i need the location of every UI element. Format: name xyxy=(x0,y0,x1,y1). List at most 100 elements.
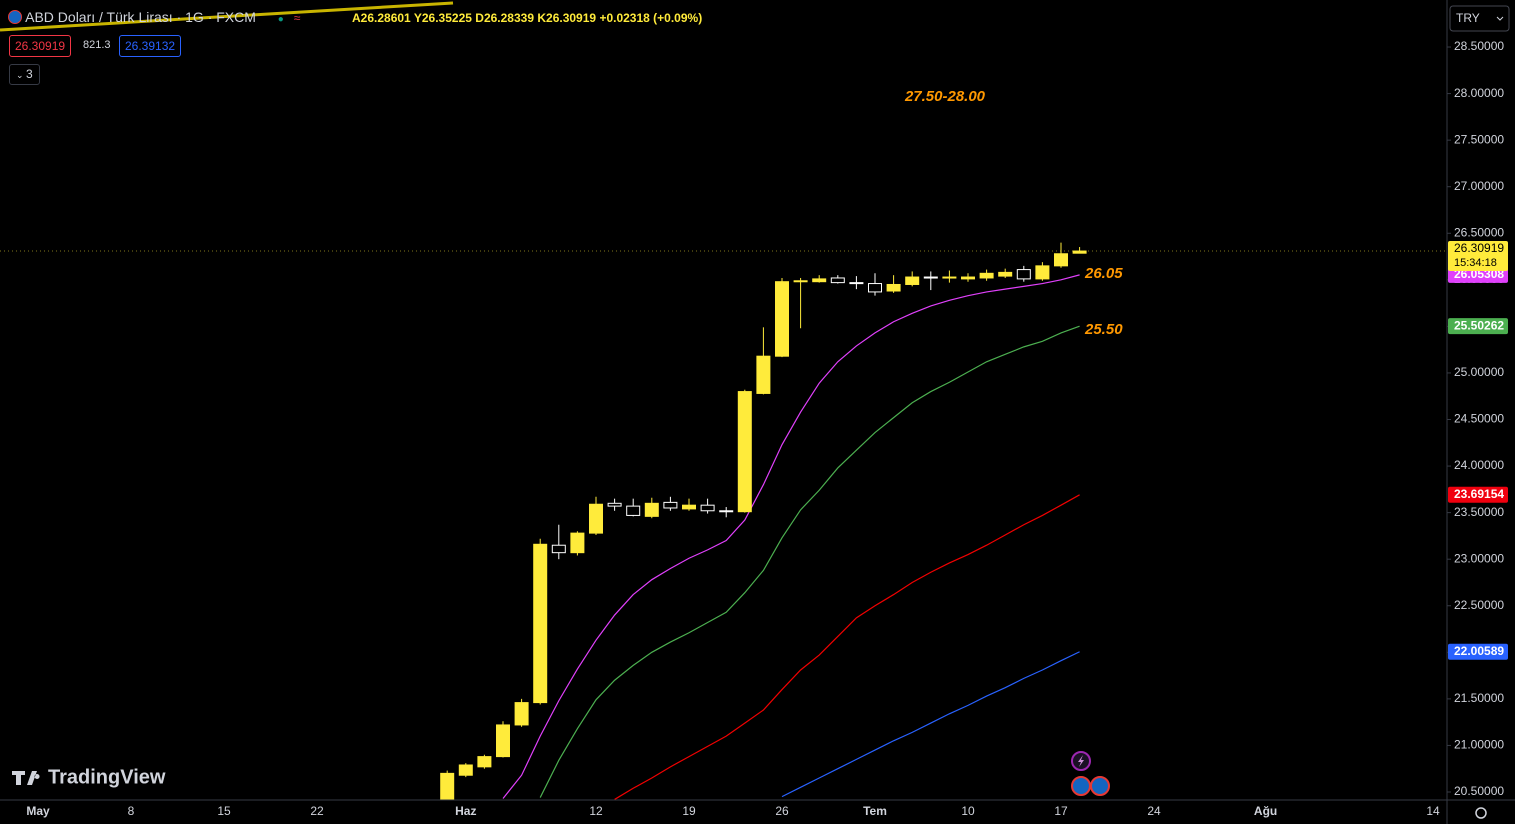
candle-body xyxy=(998,271,1013,277)
candle-body xyxy=(700,504,715,512)
price-tag-label: 26.30919 xyxy=(1454,241,1504,255)
data-status[interactable]: ≈ xyxy=(293,11,301,25)
price-tag xyxy=(1448,643,1508,660)
sell-button[interactable]: 26.30919 xyxy=(9,35,72,57)
y-tick-label: 21.50000 xyxy=(1454,691,1504,705)
symbol-icon xyxy=(8,10,22,24)
candle-body xyxy=(1016,269,1031,280)
candle-body xyxy=(961,276,975,280)
candle-body xyxy=(793,280,808,283)
y-tick-label: 24.00000 xyxy=(1454,458,1504,472)
x-tick-label: 19 xyxy=(682,804,696,818)
ohlc-value: 26.28339 xyxy=(483,11,535,25)
annotation: 27.50-28.00 xyxy=(904,88,986,105)
candle-body xyxy=(477,756,492,768)
symbol-title[interactable]: ABD Doları / Türk Lirası · 1G · FXCM xyxy=(25,9,256,25)
y-tick-label: 20.50000 xyxy=(1454,784,1504,798)
candle-body xyxy=(607,502,622,507)
price-tag xyxy=(1448,486,1508,503)
ohlc-prefix: K xyxy=(537,11,547,25)
market-status[interactable]: ● xyxy=(277,14,284,25)
y-tick-label: 27.50000 xyxy=(1454,132,1504,146)
candle-body xyxy=(923,276,938,279)
candle-body xyxy=(570,532,585,554)
flag-icon[interactable] xyxy=(1090,776,1110,796)
x-tick-label: 14 xyxy=(1426,804,1440,818)
flag-icon[interactable] xyxy=(1071,776,1091,796)
candle-body xyxy=(719,510,734,513)
lightning-icon xyxy=(1078,755,1084,767)
ohlc-value: 26.35225 xyxy=(421,11,472,25)
price-tag-label: 22.00589 xyxy=(1454,644,1504,658)
ohlc-legend: A26.28601 Y26.35225 D26.28339 K26.30919 … xyxy=(352,11,702,25)
indicator-count: 3 xyxy=(26,67,33,81)
annotation: 26.05 xyxy=(1084,265,1123,282)
ohlc-prefix: Y xyxy=(413,11,422,25)
symbol-header: ABD Doları / Türk Lirası · 1G · FXCM ● ≈ xyxy=(8,9,300,25)
spread: 821.3 xyxy=(83,39,111,51)
x-tick-label: 10 xyxy=(961,804,975,818)
x-tick-label: 15 xyxy=(217,804,231,818)
indicator-line xyxy=(539,325,1080,798)
change: +0.02318 xyxy=(599,11,650,25)
x-tick-label: Tem xyxy=(863,804,887,818)
x-tick-label: 17 xyxy=(1054,804,1068,818)
indicators-toggle[interactable]: ⌄ 3 xyxy=(9,64,40,85)
candle-body xyxy=(440,772,455,800)
logo-text: TradingView xyxy=(48,766,166,788)
indicator-line xyxy=(781,651,1080,798)
candle-body xyxy=(849,282,864,285)
x-tick-label: May xyxy=(26,804,50,818)
chevron: ⌄ xyxy=(16,70,27,80)
x-tick-label: 12 xyxy=(589,804,603,818)
y-tick-label: 25.00000 xyxy=(1454,365,1504,379)
buy-button[interactable]: 26.39132 xyxy=(119,35,182,57)
ohlc-value: 26.28601 xyxy=(360,11,411,25)
price-tag-label: 25.50262 xyxy=(1454,318,1504,332)
candle-body xyxy=(737,391,752,513)
y-tick-label: 26.50000 xyxy=(1454,225,1504,239)
candle-body xyxy=(1035,265,1050,280)
candle-body xyxy=(775,281,789,357)
candle-body xyxy=(1054,253,1068,267)
price-tag xyxy=(1448,318,1508,335)
y-tick-label: 27.00000 xyxy=(1454,179,1504,193)
y-tick-label: 28.50000 xyxy=(1454,39,1504,53)
x-tick-label: 22 xyxy=(310,804,324,818)
candle-body xyxy=(663,501,678,509)
x-tick-label: 26 xyxy=(775,804,789,818)
candle-body xyxy=(756,355,771,394)
candle-body xyxy=(942,276,957,279)
annotation: 25.50 xyxy=(1084,321,1123,338)
candle-body xyxy=(533,543,548,704)
price-tag-label: 23.69154 xyxy=(1454,487,1504,501)
tradingview-logo[interactable]: TradingView xyxy=(12,766,166,788)
y-tick-label: 23.00000 xyxy=(1454,551,1504,565)
currency: TRY xyxy=(1456,11,1480,25)
ohlc-prefix: A xyxy=(352,11,361,25)
candle-body xyxy=(1072,250,1087,254)
change-percent: (+0.09%) xyxy=(653,11,703,25)
y-tick-label: 22.50000 xyxy=(1454,598,1504,612)
currency-dropdown[interactable]: TRY xyxy=(1449,5,1510,32)
candle-body xyxy=(589,503,603,534)
y-tick-label: 28.00000 xyxy=(1454,86,1504,100)
candle-body xyxy=(626,505,641,516)
candle-body xyxy=(830,277,845,284)
candle-body xyxy=(979,272,994,279)
candle-body xyxy=(514,702,529,726)
candle-body xyxy=(496,724,510,758)
candle-body xyxy=(644,502,659,517)
candle-body xyxy=(905,276,920,285)
ohlc-value: 26.30919 xyxy=(546,11,597,25)
ohlc-prefix: D xyxy=(475,11,484,25)
candle-body xyxy=(812,278,827,283)
candle-body xyxy=(886,283,901,292)
y-tick-label: 23.50000 xyxy=(1454,505,1504,519)
y-tick-label: 24.50000 xyxy=(1454,412,1504,426)
candle-body xyxy=(551,544,566,554)
settings-icon[interactable] xyxy=(1475,807,1487,819)
x-tick-label: 8 xyxy=(128,804,135,818)
trend-line-drawing[interactable] xyxy=(0,1,454,32)
